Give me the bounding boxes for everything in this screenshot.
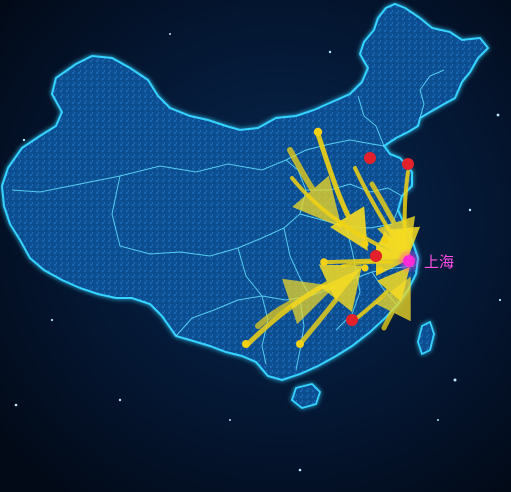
origin-dot (361, 240, 369, 248)
flow-arrow (340, 260, 394, 268)
hub-dot (364, 152, 376, 164)
shanghai-dot (403, 255, 415, 267)
origin-dot (242, 340, 250, 348)
origin-dot (320, 258, 328, 266)
origin-dot (313, 127, 323, 137)
hub-dot (346, 314, 358, 326)
flow-arrow (324, 244, 408, 277)
taiwan-island (417, 320, 435, 356)
flow-arrow (297, 268, 362, 347)
origin-dot (296, 340, 304, 348)
city-label-shanghai: 上海 (424, 253, 454, 271)
hub-dots (346, 152, 414, 326)
origin-dot (381, 236, 389, 244)
origin-dot (361, 264, 369, 272)
flow-arrows (245, 131, 421, 347)
flow-arrow (374, 276, 411, 331)
shanghai-marker: 上海 (399, 251, 454, 271)
origin-dot (376, 266, 384, 274)
hainan-island (290, 383, 322, 409)
hub-dot (402, 158, 414, 170)
china-landmass (0, 2, 490, 409)
flow-arrow (388, 170, 421, 260)
origin-dots (242, 127, 389, 348)
flow-arrow (255, 278, 336, 329)
hub-dot (370, 250, 382, 262)
